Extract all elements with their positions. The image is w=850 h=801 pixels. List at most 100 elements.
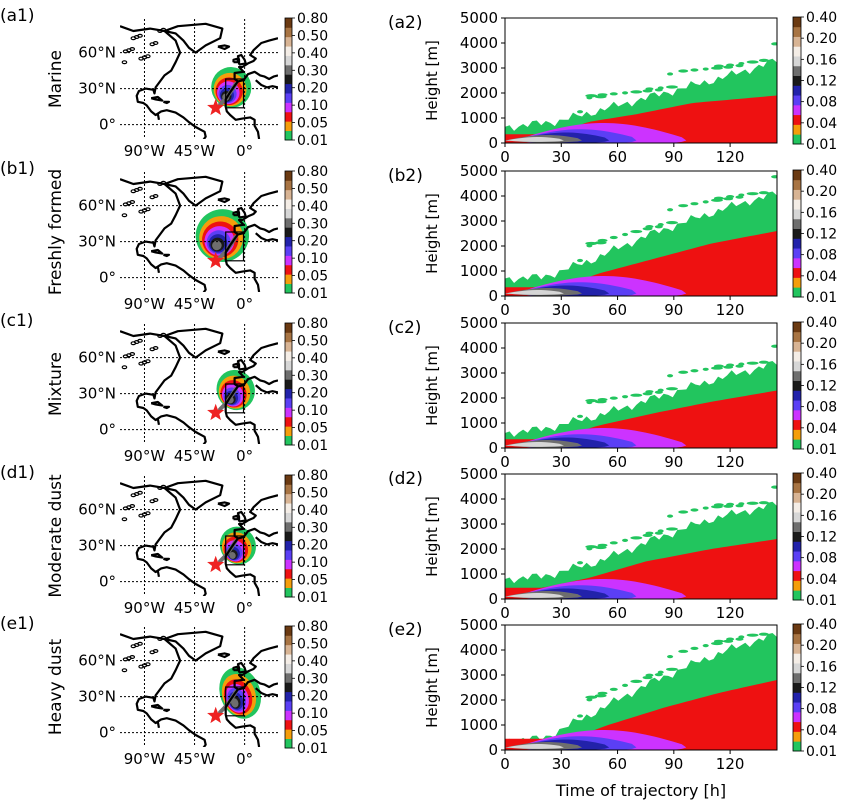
colorbar-segment bbox=[793, 409, 801, 421]
colorbar-segment bbox=[793, 277, 801, 288]
source-star-marker bbox=[207, 555, 225, 573]
colorbar-segment bbox=[285, 568, 292, 579]
y-tick-label: 0 bbox=[488, 134, 498, 152]
panel-label: (b2) bbox=[388, 166, 423, 186]
colorbar-segment bbox=[793, 75, 801, 86]
coastline bbox=[233, 190, 278, 236]
colorbar-segment bbox=[793, 531, 801, 542]
colorbar-segment bbox=[285, 475, 292, 485]
contour-speckle bbox=[630, 229, 643, 234]
contour-speckle bbox=[735, 504, 744, 508]
coastline bbox=[232, 665, 240, 672]
colorbar-segment bbox=[793, 570, 801, 581]
y-tick-label: 3000 bbox=[460, 212, 498, 230]
colorbar: 0.010.05 0.100.20 0.300.40 0.500.80 bbox=[284, 316, 328, 454]
coastline bbox=[150, 400, 164, 407]
lake bbox=[121, 60, 128, 65]
x-axis-label: Time of trajectory [h] bbox=[555, 781, 726, 800]
y-axis-label: Height [m] bbox=[423, 496, 441, 577]
colorbar-segment bbox=[793, 672, 801, 684]
y-axis-label: Height [m] bbox=[423, 193, 441, 274]
x-tick-label: 90 bbox=[664, 604, 683, 622]
y-tick-label: 1000 bbox=[460, 565, 498, 583]
colorbar-segment bbox=[793, 85, 801, 96]
lake bbox=[149, 42, 156, 47]
map-lat-label: 0° bbox=[99, 116, 116, 134]
coastline bbox=[150, 703, 164, 710]
x-tick-label: 120 bbox=[716, 301, 745, 319]
y-tick-label: 4000 bbox=[460, 490, 498, 508]
coastline bbox=[232, 210, 240, 217]
map-lat-label: 30°N bbox=[78, 233, 116, 251]
contour-speckle bbox=[746, 192, 759, 196]
map-area bbox=[120, 19, 278, 139]
contour-speckle bbox=[758, 632, 769, 636]
map-area bbox=[120, 172, 278, 292]
contour-speckle bbox=[735, 364, 744, 368]
colorbar-segment bbox=[285, 398, 292, 408]
colorbar-tick-label: 0.12 bbox=[806, 681, 837, 697]
colorbar-segment bbox=[285, 323, 292, 333]
colorbar-segment bbox=[285, 710, 292, 721]
map-lat-label: 60°N bbox=[78, 349, 116, 367]
map-area bbox=[120, 324, 278, 444]
colorbar-segment bbox=[793, 702, 801, 713]
row-label: Heavy dust bbox=[46, 639, 66, 736]
colorbar-tick-label: 0.05 bbox=[297, 573, 328, 589]
colorbar-tick-label: 0.10 bbox=[297, 98, 328, 114]
map-panel-2: 90°W 45°W 0° 0° 30°N 60°N (b1) Freshly formed bbox=[0, 159, 278, 313]
plot-area bbox=[505, 485, 777, 599]
colorbar-tick-label: 0.50 bbox=[297, 28, 328, 44]
contour-speckle bbox=[746, 633, 759, 637]
colorbar-segment bbox=[793, 17, 801, 28]
colorbar-tick-label: 0.01 bbox=[297, 133, 328, 149]
colorbar-segment bbox=[793, 741, 801, 752]
coastline bbox=[155, 566, 207, 596]
colorbar-frame bbox=[284, 170, 293, 294]
colorbar-segment bbox=[285, 635, 292, 646]
colorbar-segment bbox=[793, 643, 801, 654]
plume-contour bbox=[230, 698, 239, 708]
colorbar-segment bbox=[285, 93, 292, 103]
source-region-box bbox=[225, 383, 245, 414]
colorbar-tick-label: 0.01 bbox=[297, 741, 328, 757]
coastline bbox=[233, 645, 278, 691]
x-tick-label: 120 bbox=[716, 453, 745, 471]
source-star-marker bbox=[207, 251, 225, 269]
colorbar-segment bbox=[793, 711, 801, 723]
contour-speckle bbox=[771, 485, 777, 489]
height-time-panel-3: 0 30 60 90 120 0 1000 2000 3000 4000 5000 Height [m… bbox=[388, 314, 778, 471]
x-tick-label: 60 bbox=[608, 755, 627, 773]
colorbar-tick-label: 0.20 bbox=[297, 689, 328, 705]
map-lon-label: 45°W bbox=[174, 142, 216, 160]
lake bbox=[157, 636, 163, 641]
colorbar-tick-label: 0.10 bbox=[297, 251, 328, 267]
colorbar-segment bbox=[285, 587, 292, 598]
contour-speckle bbox=[577, 414, 584, 418]
map-lat-label: 60°N bbox=[78, 44, 116, 62]
y-tick-label: 2000 bbox=[460, 691, 498, 709]
colorbar-segment bbox=[793, 189, 801, 200]
colorbar: 0.010.05 0.100.20 0.300.40 0.500.80 bbox=[284, 468, 328, 606]
y-tick-label: 0 bbox=[488, 287, 498, 305]
colorbar-segment bbox=[793, 199, 801, 210]
colorbar-segment bbox=[285, 691, 292, 702]
map-lat-label: 60°N bbox=[78, 652, 116, 670]
contour-speckle bbox=[594, 400, 607, 404]
lake bbox=[121, 668, 128, 673]
x-tick-label: 30 bbox=[552, 148, 571, 166]
coastline bbox=[163, 557, 171, 562]
coastline bbox=[164, 479, 224, 511]
contour-speckle bbox=[678, 649, 689, 653]
colorbar-segment bbox=[285, 654, 292, 664]
lake bbox=[130, 341, 137, 346]
height-time-panel-5: 0 30 60 90 120 0 1000 2000 3000 4000 5000 Height [m… bbox=[388, 616, 778, 800]
colorbar-tick-label: 0.16 bbox=[806, 508, 837, 524]
contour-speckle bbox=[735, 64, 744, 68]
contour-speckle bbox=[585, 241, 598, 246]
row-label: Marine bbox=[46, 50, 66, 108]
colorbar-segment bbox=[285, 407, 292, 418]
source-region-box bbox=[225, 686, 245, 717]
colorbar-segment bbox=[793, 248, 801, 259]
contour-speckle bbox=[586, 400, 593, 405]
